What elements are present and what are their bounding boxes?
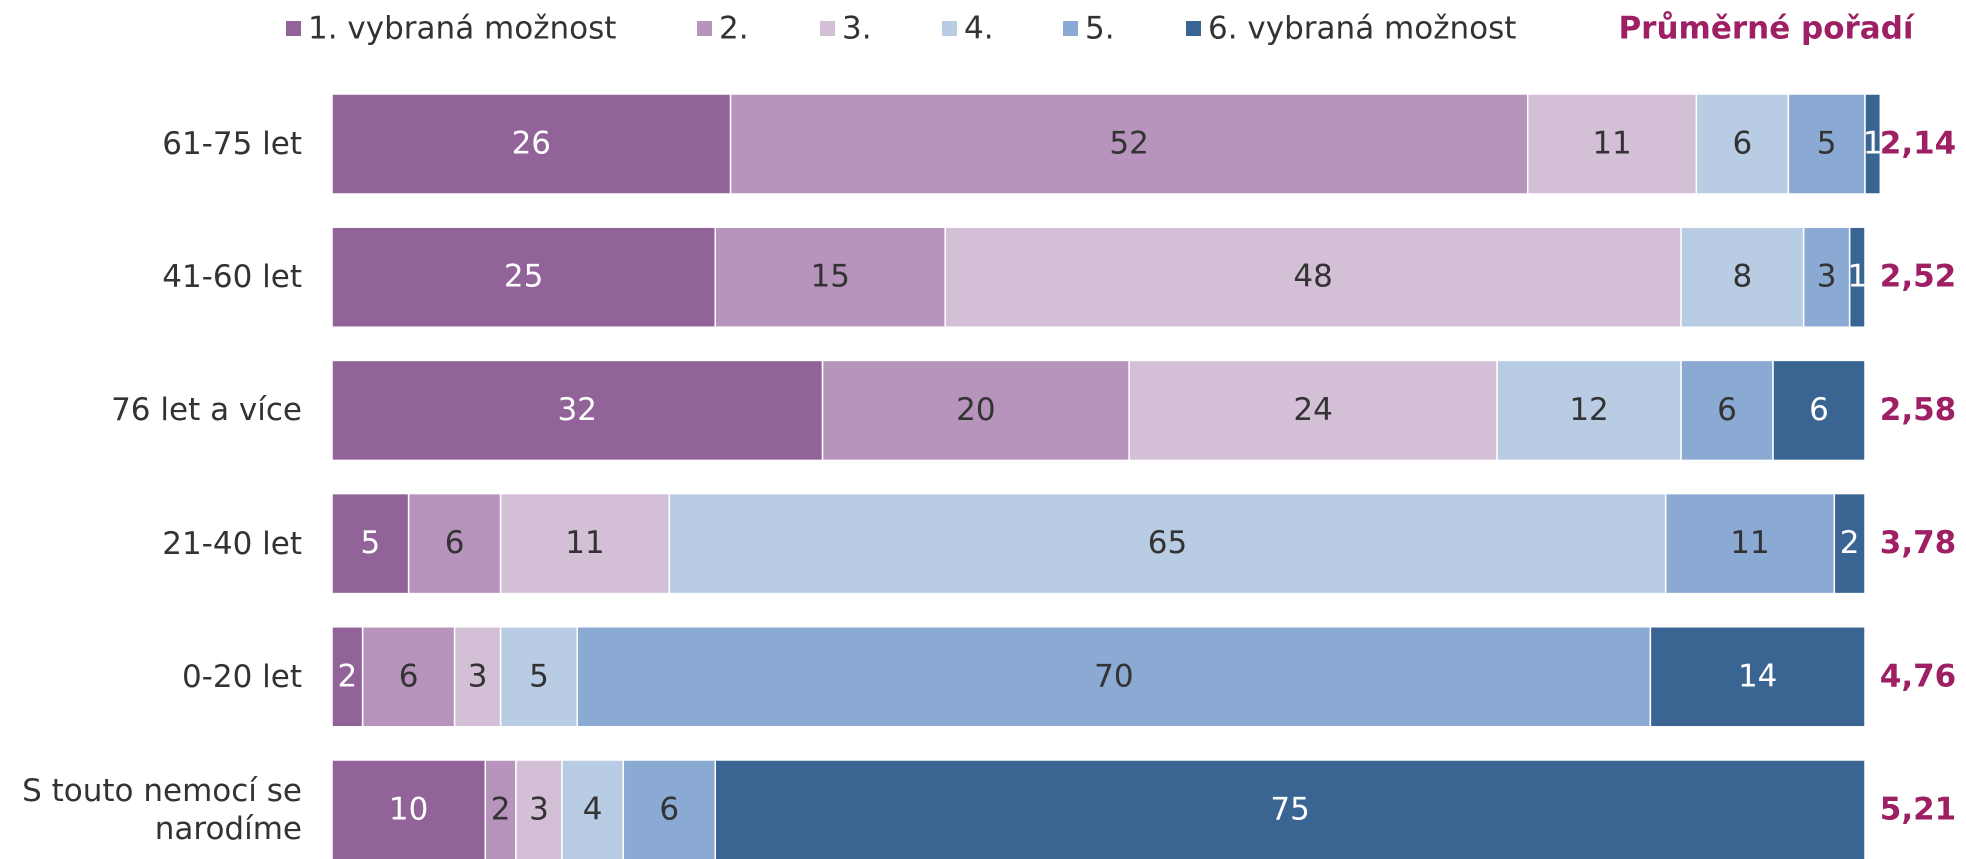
bar-segment <box>1496 359 1682 462</box>
bar-segment <box>515 759 563 859</box>
bar-segment <box>729 93 1529 195</box>
bar-segment <box>1802 226 1851 328</box>
value-label: 32 <box>558 392 597 428</box>
value-label: 10 <box>389 792 428 828</box>
bar-segment <box>453 626 502 728</box>
average-label: 2,58 <box>1880 392 1957 428</box>
bar-segment <box>821 359 1130 462</box>
value-label: 52 <box>1109 126 1148 162</box>
value-label: 70 <box>1094 658 1133 694</box>
category-label: 21-40 let <box>162 525 302 562</box>
bar-segment <box>331 93 732 195</box>
category-label: S touto nemocí se narodíme <box>22 773 302 847</box>
legend-label: 3. <box>842 11 872 47</box>
value-label: 2 <box>491 792 511 828</box>
legend-label: 4. <box>964 11 994 47</box>
legend-label: 6. vybraná možnost <box>1208 11 1516 47</box>
average-label: 2,14 <box>1880 126 1957 162</box>
value-label: 5 <box>529 658 549 694</box>
legend-label: 5. <box>1085 11 1115 47</box>
bar-segment <box>1848 226 1866 328</box>
bar-segment <box>714 759 1866 859</box>
average-label: 4,76 <box>1880 658 1957 694</box>
bar-segment <box>361 626 456 728</box>
category-label: 0-20 let <box>181 658 302 695</box>
value-label: 4 <box>583 792 603 828</box>
value-label: 14 <box>1738 658 1777 694</box>
value-label: 6 <box>1809 392 1829 428</box>
bar-segment <box>1787 93 1866 195</box>
bar-segment <box>331 359 824 462</box>
bar-segment <box>331 492 410 595</box>
bar-segment <box>1864 93 1882 195</box>
value-label: 11 <box>1730 525 1769 561</box>
value-label: 26 <box>512 126 551 162</box>
value-label: 6 <box>399 658 419 694</box>
value-label: 12 <box>1569 392 1608 428</box>
value-label: 6 <box>1732 126 1752 162</box>
value-label: 6 <box>659 792 679 828</box>
bar-segment <box>622 759 717 859</box>
bar-segment <box>1526 93 1698 195</box>
legend-swatch <box>1186 21 1201 36</box>
legend-swatch <box>697 21 712 36</box>
value-label: 6 <box>1717 392 1737 428</box>
category-label: 41-60 let <box>162 259 302 296</box>
bar-segment <box>1772 359 1866 462</box>
category-label: 76 let a více <box>111 392 302 429</box>
bar-segment <box>499 626 579 728</box>
value-label: 3 <box>1817 259 1837 295</box>
value-label: 5 <box>360 525 380 561</box>
value-label: 8 <box>1732 259 1752 295</box>
value-label: 20 <box>956 392 995 428</box>
value-label: 24 <box>1293 392 1332 428</box>
value-label: 5 <box>1817 126 1837 162</box>
bar-segment <box>576 626 1652 728</box>
bar-segment <box>331 226 716 328</box>
value-label: 6 <box>445 525 465 561</box>
bar-segment <box>407 492 502 595</box>
value-label: 2 <box>337 658 357 694</box>
value-label: 1 <box>1863 126 1883 162</box>
bar-segment <box>1695 93 1790 195</box>
average-label: 2,52 <box>1880 259 1957 295</box>
bar-segment <box>1680 226 1805 328</box>
legend-swatch <box>286 21 301 36</box>
value-label: 2 <box>1840 525 1860 561</box>
bar-segment <box>1833 492 1866 595</box>
average-label: 5,21 <box>1880 792 1957 828</box>
average-label: 3,78 <box>1880 525 1957 561</box>
average-title: Průměrné pořadí <box>1618 11 1914 47</box>
value-label: 11 <box>565 525 604 561</box>
value-label: 65 <box>1148 525 1187 561</box>
legend-label: 2. <box>719 11 749 47</box>
value-label: 3 <box>468 658 488 694</box>
value-label: 75 <box>1270 792 1309 828</box>
legend-swatch <box>820 21 835 36</box>
legend-label: 1. vybraná možnost <box>308 11 616 47</box>
value-label: 25 <box>504 259 543 295</box>
value-label: 3 <box>529 792 549 828</box>
legend-swatch <box>1063 21 1078 36</box>
value-label: 15 <box>810 259 849 295</box>
bar-segment <box>668 492 1667 595</box>
bar-segment <box>1649 626 1866 728</box>
value-label: 11 <box>1592 126 1631 162</box>
value-label: 48 <box>1293 259 1332 295</box>
category-label: 61-75 let <box>162 126 302 162</box>
bar-segment <box>1664 492 1836 595</box>
bar-segment <box>944 226 1682 328</box>
value-label: 1 <box>1847 259 1867 295</box>
legend-swatch <box>942 21 957 36</box>
